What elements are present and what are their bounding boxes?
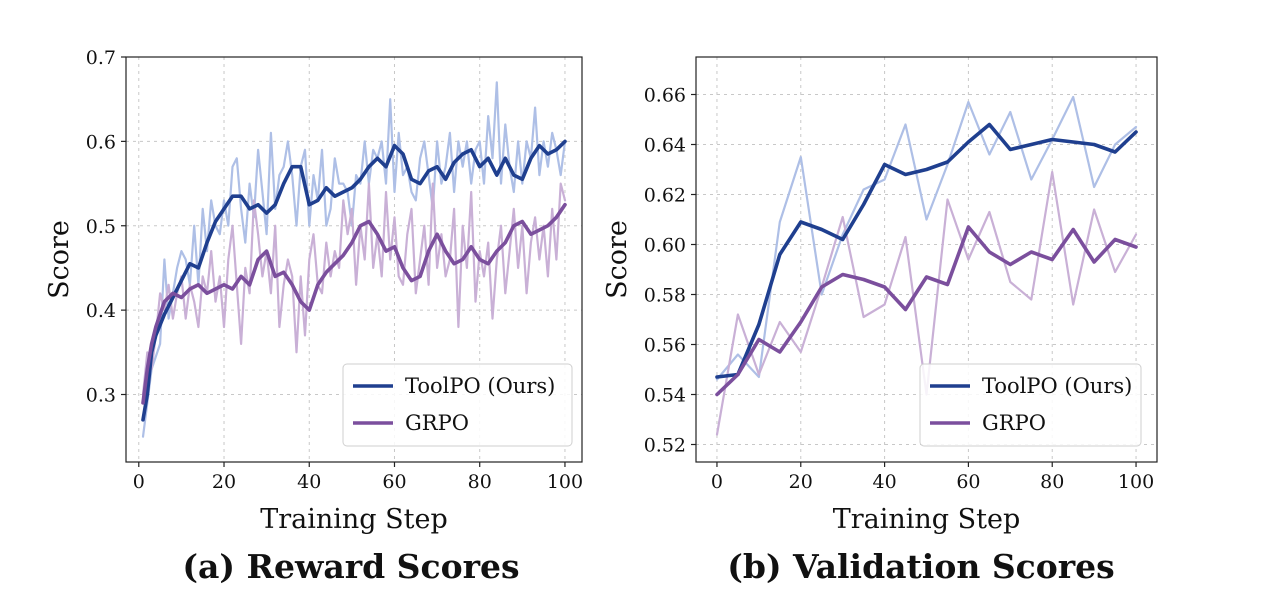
- x-tick-label: 100: [1118, 471, 1154, 493]
- x-tick-label: 100: [547, 471, 583, 493]
- y-tick-label: 0.54: [644, 385, 686, 407]
- y-axis-label: Score: [602, 220, 633, 299]
- x-tick-label: 40: [297, 471, 321, 493]
- raw-series-line-3: [141, 182, 567, 396]
- x-tick-label: 0: [711, 471, 723, 493]
- legend-box: [342, 363, 573, 447]
- y-tick-label: 0.58: [644, 285, 686, 307]
- legend: ToolPO (Ours) GRPO: [919, 363, 1142, 447]
- axes-frame: [125, 56, 583, 463]
- panel-caption: (a) Reward Scores: [182, 547, 519, 586]
- legend-label-0: ToolPO (Ours): [982, 374, 1132, 398]
- series-line-0: [141, 139, 567, 422]
- raw-series-line-2: [715, 95, 1138, 381]
- x-tick-label: 20: [212, 471, 236, 493]
- x-axis-label: Training Step: [833, 504, 1021, 535]
- panel-reward-scores: 0 20 40 60 80 100 0.3 0.4 0.5 0.6 0.7 Training Step…: [44, 47, 583, 586]
- y-tick-label: 0.52: [644, 435, 686, 457]
- series-line-0: [715, 122, 1138, 379]
- y-tick-label: 0.3: [86, 385, 116, 407]
- y-tick-label: 0.56: [644, 335, 686, 357]
- legend-label-1: GRPO: [405, 411, 469, 435]
- panel-caption: (b) Validation Scores: [727, 547, 1114, 586]
- series-line-1: [141, 202, 567, 405]
- y-axis-label: Score: [44, 220, 75, 299]
- panel-validation-scores: 0 20 40 60 80 100 0.52 0.54 0.56 0.58 0.60 0.62 0.64…: [602, 56, 1158, 586]
- x-tick-label: 60: [382, 471, 406, 493]
- y-tick-label: 0.4: [86, 300, 116, 322]
- legend-label-1: GRPO: [982, 411, 1046, 435]
- legend-box: [919, 363, 1142, 447]
- y-tick-label: 0.60: [644, 235, 686, 257]
- x-tick-label: 80: [1040, 471, 1064, 493]
- x-tick-label: 80: [468, 471, 492, 493]
- legend: ToolPO (Ours) GRPO: [342, 363, 573, 447]
- x-axis-label: Training Step: [260, 504, 448, 535]
- series-line-1: [715, 225, 1138, 397]
- y-tick-label: 0.7: [86, 47, 116, 69]
- y-tick-label: 0.62: [644, 185, 686, 207]
- y-tick-label: 0.5: [86, 216, 116, 238]
- y-tick-label: 0.66: [644, 85, 686, 107]
- x-tick-label: 20: [789, 471, 813, 493]
- y-tick-label: 0.6: [86, 131, 116, 153]
- x-tick-label: 0: [133, 471, 145, 493]
- axes-frame: [695, 56, 1158, 463]
- x-tick-label: 40: [872, 471, 896, 493]
- x-tick-label: 60: [956, 471, 980, 493]
- y-tick-label: 0.64: [644, 135, 686, 157]
- legend-label-0: ToolPO (Ours): [405, 374, 555, 398]
